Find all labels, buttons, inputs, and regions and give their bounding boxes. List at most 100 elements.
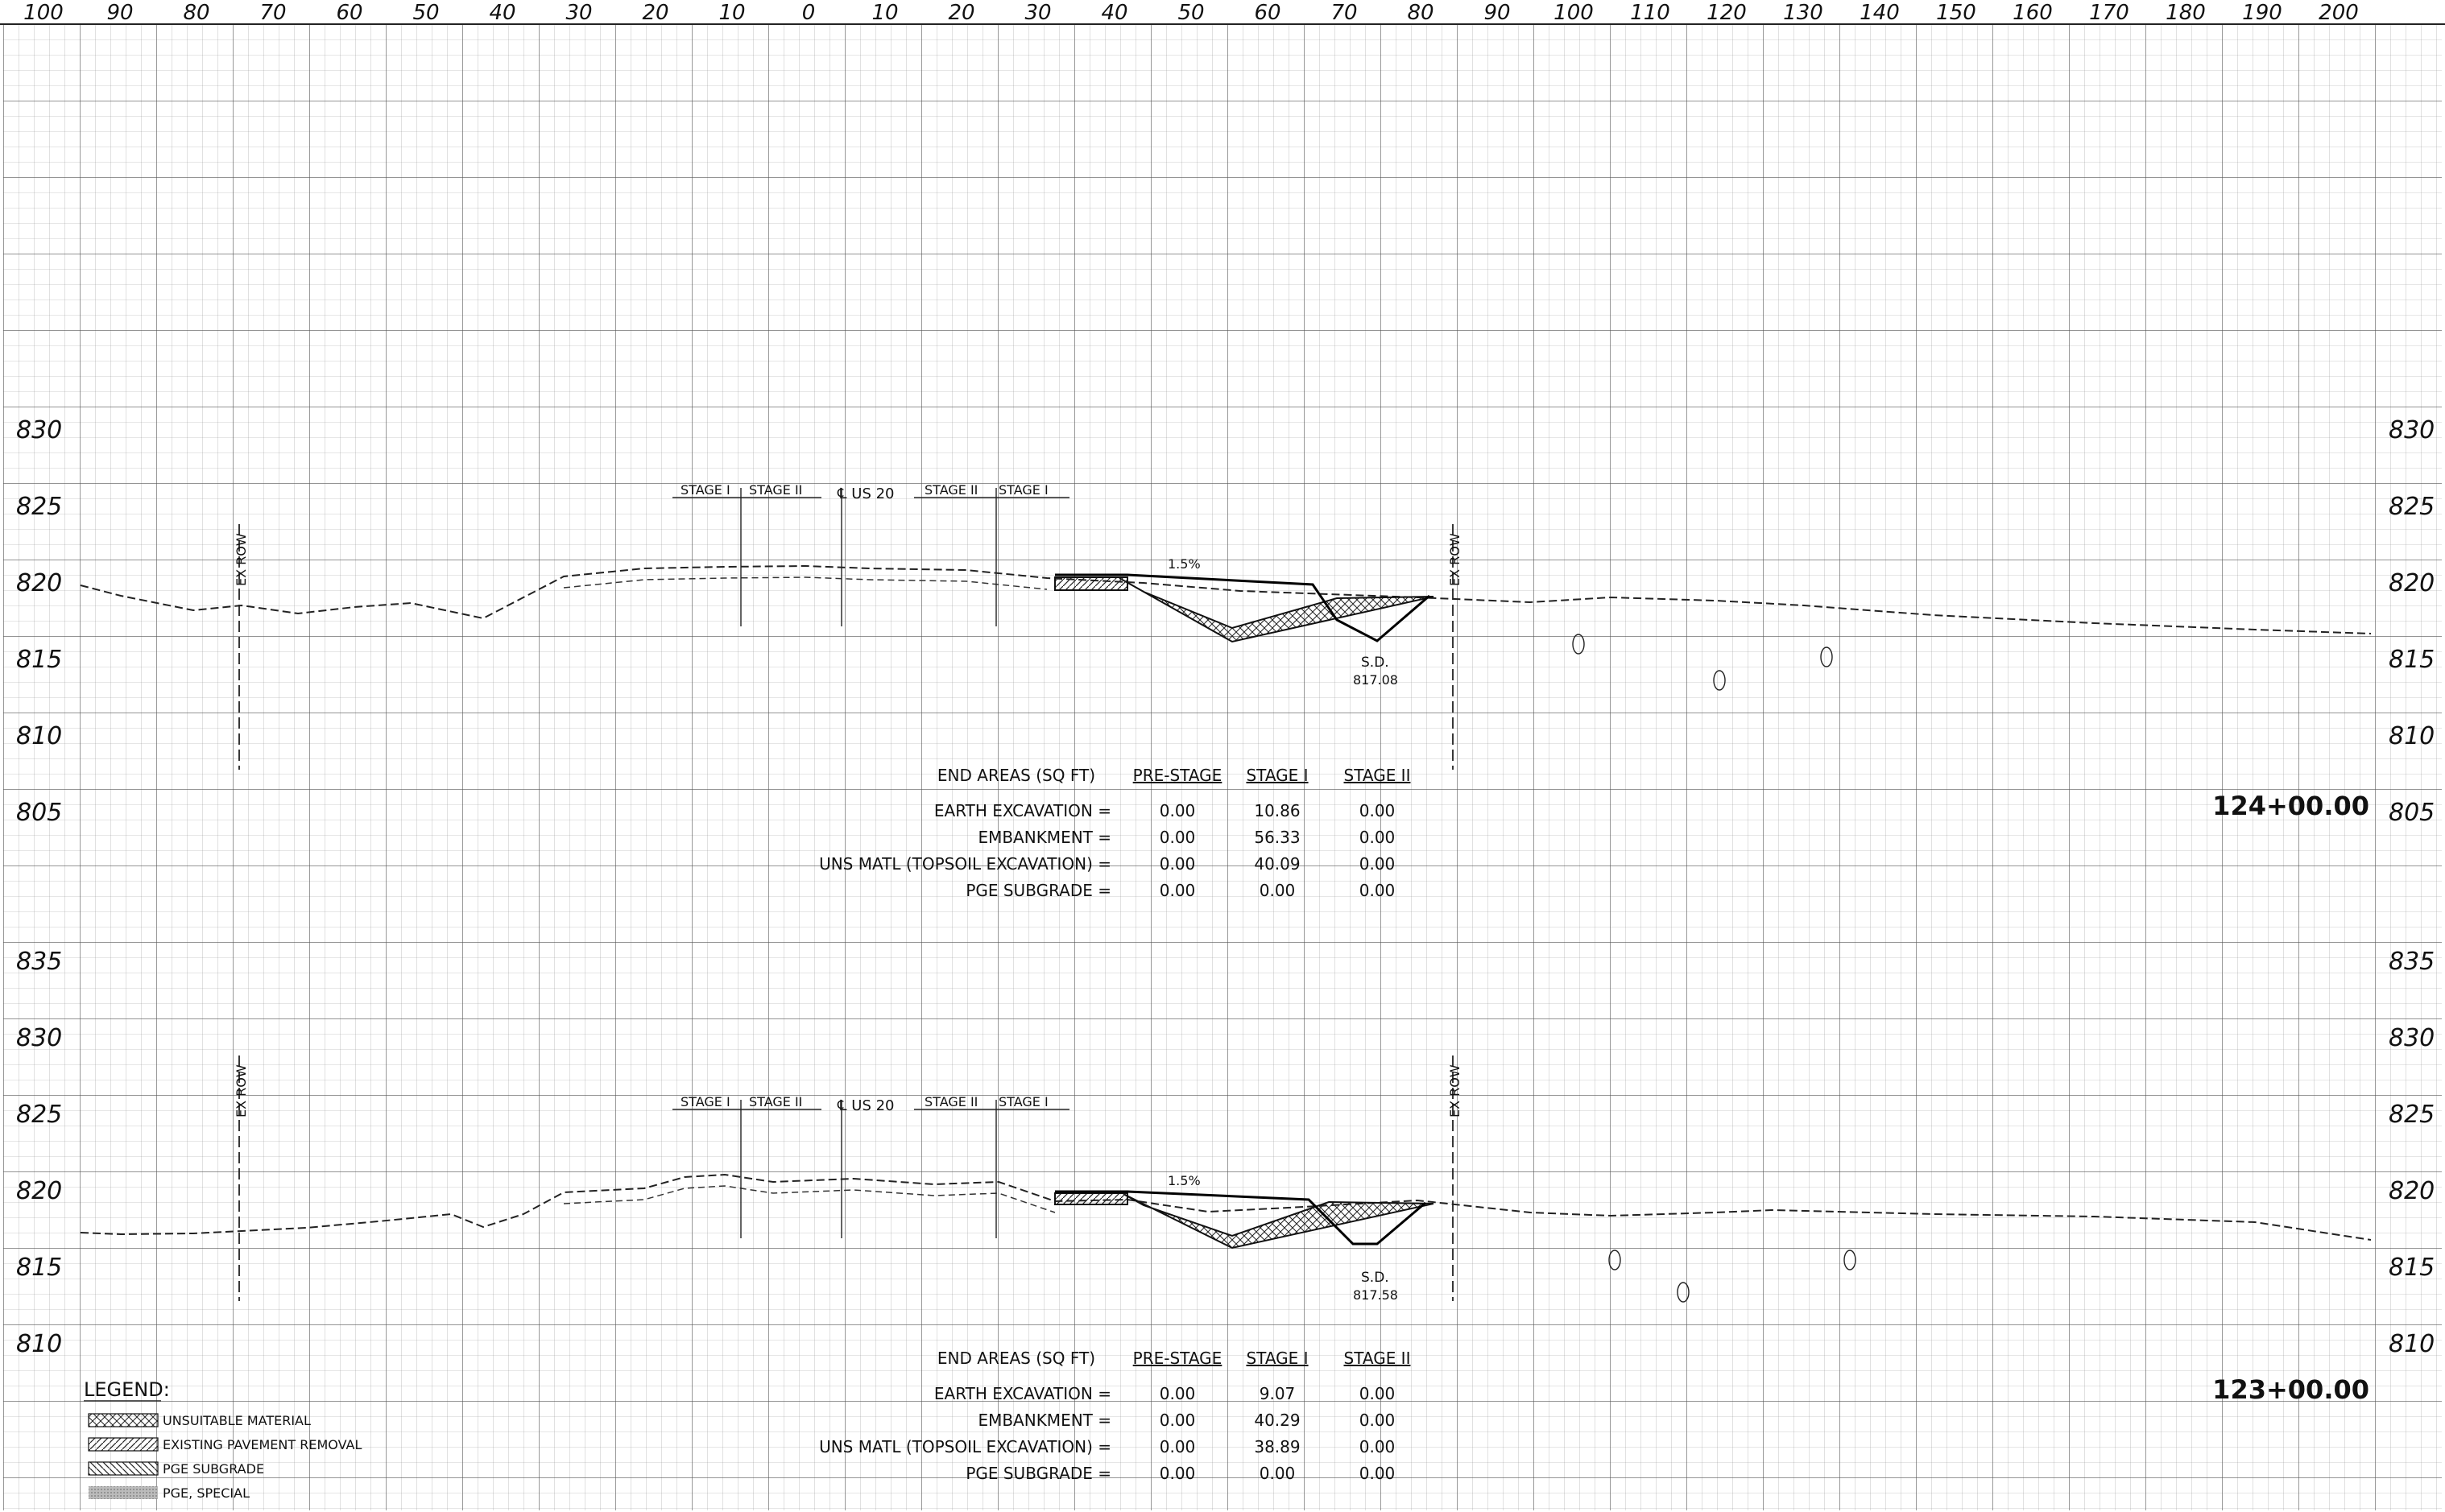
elevation-label-left: 825	[16, 1101, 62, 1129]
stage-left-label: STAGE I	[681, 1094, 730, 1109]
tree-symbol-icon	[1608, 1250, 1621, 1270]
stage-right2-label: STAGE I	[999, 482, 1049, 498]
end-areas-stage2-value: 0.00	[1359, 1384, 1396, 1403]
offset-label: 60	[1254, 1, 1280, 25]
offset-label: 50	[1177, 1, 1204, 25]
tree-symbol-icon	[1713, 670, 1726, 691]
end-areas-prestage-header: PRE-STAGE	[1133, 1349, 1222, 1368]
end-areas-stage1-value: 0.00	[1260, 1464, 1296, 1483]
elevation-label-right: 815	[2389, 1254, 2435, 1282]
offset-label: 200	[2319, 1, 2359, 25]
elevation-label-right: 825	[2389, 493, 2435, 521]
offset-label: 10	[871, 1, 898, 25]
offset-label: 170	[2089, 1, 2129, 25]
end-areas-stage1-value: 10.86	[1254, 801, 1300, 820]
cross-section-124: 830 830 825 825 820 820 815 815 810 810 805 805 1.5%…	[16, 416, 2435, 900]
elevation-label-right: 805	[2389, 799, 2435, 827]
end-areas-stage2-value: 0.00	[1359, 801, 1396, 820]
offset-label: 180	[2166, 1, 2206, 25]
offset-label: 80	[183, 1, 209, 25]
elevation-label-right: 815	[2389, 646, 2435, 674]
station-label: 123+00.00	[2212, 1374, 2369, 1405]
legend-item-label: PGE SUBGRADE	[163, 1461, 264, 1477]
legend-item-label: PGE, SPECIAL	[163, 1485, 250, 1501]
end-areas-prestage-value: 0.00	[1160, 1384, 1196, 1403]
unsuitable-material-area	[1123, 1193, 1434, 1250]
offset-label: 130	[1783, 1, 1823, 25]
pavement-bottom-line	[563, 576, 1048, 590]
end-areas-prestage-value: 0.00	[1160, 1464, 1196, 1483]
ex-row-label: EX ROW	[1447, 533, 1462, 586]
tree-symbol-icon	[1820, 647, 1833, 667]
elevation-label-right: 835	[2389, 948, 2435, 976]
end-areas-stage1-value: 0.00	[1260, 881, 1296, 900]
ex-row-label: EX ROW	[1447, 1064, 1462, 1117]
tree-symbol-icon	[1572, 634, 1585, 655]
ex-row-label: EX ROW	[234, 533, 249, 586]
end-areas-stage1-value: 56.33	[1254, 828, 1300, 847]
elevation-label-right: 820	[2389, 569, 2435, 597]
end-areas-row-label: UNS MATL (TOPSOIL EXCAVATION) =	[819, 854, 1111, 874]
offset-label: 10	[718, 1, 745, 25]
offset-label: 40	[1101, 1, 1127, 25]
elevation-label-right: 830	[2389, 416, 2435, 444]
major-grid	[3, 24, 2442, 1510]
elevation-label-left: 830	[16, 1024, 62, 1052]
slope-label: 1.5%	[1168, 1173, 1201, 1188]
legend-swatch-crosshatch	[88, 1413, 159, 1427]
elevation-label-left: 820	[16, 569, 62, 597]
offset-label: 20	[642, 1, 668, 25]
end-areas-prestage-value: 0.00	[1160, 1411, 1196, 1430]
end-areas-stage1-header: STAGE I	[1246, 766, 1308, 785]
end-areas-stage1-value: 38.89	[1254, 1437, 1300, 1456]
elevation-label-left: 810	[16, 722, 62, 750]
end-areas-stage1-value: 40.29	[1254, 1411, 1300, 1430]
end-areas-header: END AREAS (SQ FT)	[937, 766, 1095, 785]
stage-right2-label: STAGE I	[999, 1094, 1049, 1109]
end-areas-stage1-header: STAGE I	[1246, 1349, 1308, 1368]
elevation-label-right: 810	[2389, 1330, 2435, 1358]
end-areas-stage2-value: 0.00	[1359, 1464, 1396, 1483]
offset-label: 90	[1483, 1, 1510, 25]
legend: LEGEND: UNSUITABLE MATERIAL EXISTING PAVEM…	[84, 1378, 362, 1501]
offset-label: 50	[412, 1, 439, 25]
offset-label: 110	[1630, 1, 1670, 25]
end-areas-stage2-value: 0.00	[1359, 881, 1396, 900]
stage-right-label: STAGE II	[925, 1094, 978, 1109]
offset-label: 140	[1860, 1, 1900, 25]
end-areas-stage2-header: STAGE II	[1344, 766, 1411, 785]
legend-swatch-diagonal	[88, 1437, 159, 1452]
offset-label: 70	[259, 1, 286, 25]
legend-swatch-backdiagonal	[88, 1461, 159, 1476]
offset-label: 100	[23, 1, 64, 25]
legend-item-label: EXISTING PAVEMENT REMOVAL	[163, 1437, 362, 1452]
sd-elevation: 817.08	[1353, 672, 1398, 688]
offset-label: 40	[489, 1, 515, 25]
offset-label: 0	[802, 1, 816, 25]
centerline-label: ℄ US 20	[837, 1097, 895, 1114]
elevation-label-left: 830	[16, 416, 62, 444]
elevation-label-right: 830	[2389, 1024, 2435, 1052]
cross-section-123: 835 835 830 830 825 825 820 820 815 815 810 810 1.5%…	[16, 948, 2435, 1483]
offset-label: 30	[565, 1, 592, 25]
elevation-label-left: 815	[16, 1254, 62, 1282]
offset-label: 150	[1936, 1, 1976, 25]
end-areas-prestage-header: PRE-STAGE	[1133, 766, 1222, 785]
end-areas-prestage-value: 0.00	[1160, 828, 1196, 847]
unsuitable-material-area	[1119, 577, 1434, 643]
end-areas-row-label: UNS MATL (TOPSOIL EXCAVATION) =	[819, 1437, 1111, 1456]
elevation-label-left: 805	[16, 799, 62, 827]
pavement-removal-area	[1054, 576, 1128, 591]
legend-item-label: UNSUITABLE MATERIAL	[163, 1413, 311, 1428]
elevation-label-left: 835	[16, 948, 62, 976]
end-areas-stage2-value: 0.00	[1359, 828, 1396, 847]
elevation-label-left: 820	[16, 1177, 62, 1205]
offset-label: 30	[1024, 1, 1051, 25]
end-areas-stage1-value: 40.09	[1254, 854, 1300, 874]
end-areas-prestage-value: 0.00	[1160, 801, 1196, 820]
proposed-section-line	[1055, 573, 1430, 642]
tree-symbol-icon	[1677, 1282, 1690, 1303]
end-areas-prestage-value: 0.00	[1160, 881, 1196, 900]
end-areas-row-label: EARTH EXCAVATION =	[934, 1384, 1111, 1403]
end-areas-prestage-value: 0.00	[1160, 1437, 1196, 1456]
